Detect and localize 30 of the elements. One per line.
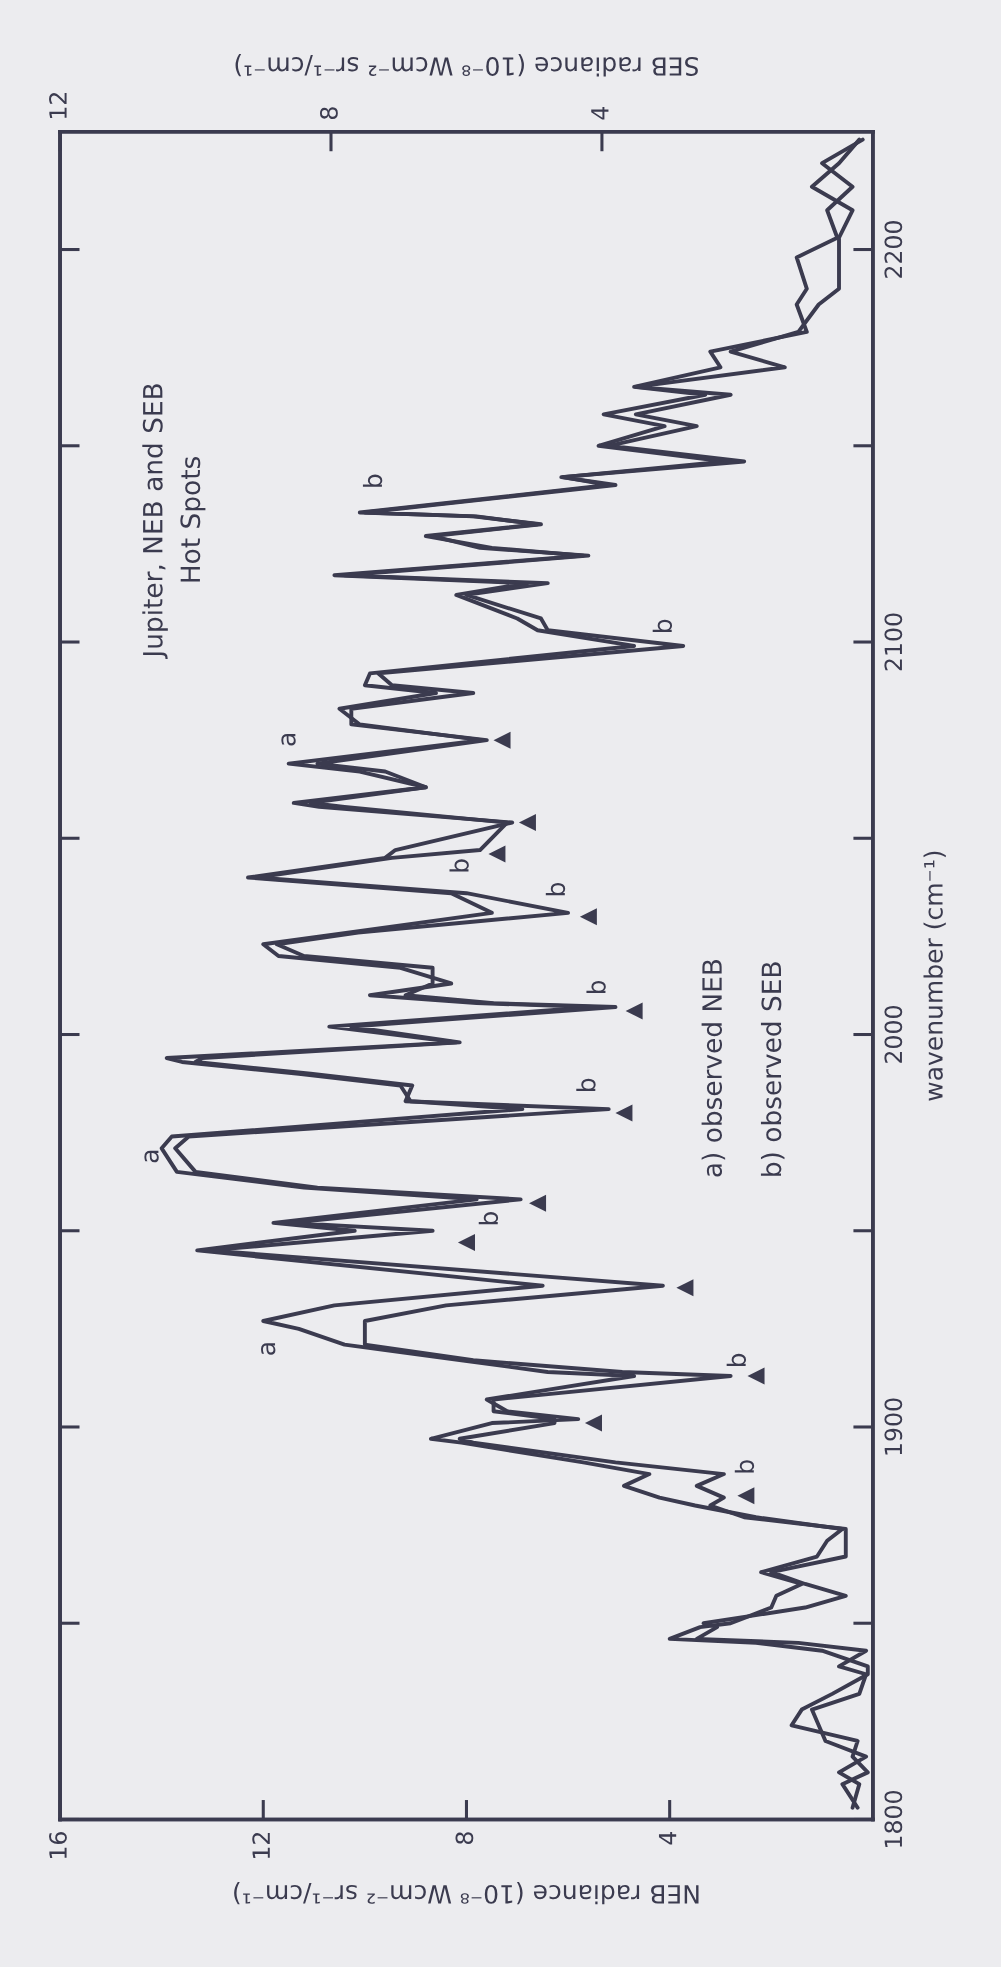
x2-axis-title: SEB radiance (10⁻⁸ Wcm⁻² sr⁻¹/cm⁻¹) [235, 54, 698, 77]
x2-tick-label: 4 [591, 106, 609, 120]
x2-tick-label: 12 [49, 93, 67, 119]
annotation: b) observed SEB [760, 962, 785, 1176]
annotation: a [281, 733, 296, 746]
y-tick-label: 2100 [884, 613, 903, 671]
y-tick-label: 1900 [884, 1398, 903, 1455]
y-tick-label: 1800 [884, 1791, 903, 1847]
x2-tick-label: 8 [319, 107, 338, 120]
annotation: b [734, 1460, 755, 1473]
y-tick-label: 2000 [884, 1006, 903, 1063]
annotation: b [545, 882, 566, 896]
y-tick-label: 2200 [884, 221, 903, 278]
x-tick-label: 8 [455, 1832, 474, 1845]
annotation: a [144, 1150, 159, 1163]
text: Jupiter, NEB and SEB Hot Spots [142, 384, 206, 659]
annotation: b [726, 1353, 747, 1367]
x-axis-title: NEB radiance (10⁻⁸ Wcm⁻² sr⁻¹/cm⁻¹) [234, 1881, 699, 1905]
annotation: b [652, 619, 673, 632]
annotation: b [362, 474, 383, 487]
annotation: b [449, 859, 469, 872]
x-tick-label: 16 [49, 1832, 67, 1859]
annotation: b [586, 980, 606, 994]
x-tick-label: 12 [252, 1832, 270, 1859]
annotation: a [261, 1343, 276, 1355]
x-tick-label: 4 [658, 1831, 677, 1845]
annotation: a) observed NEB [701, 959, 726, 1177]
annotation: b [478, 1212, 499, 1225]
annotation: b [576, 1078, 596, 1091]
y-axis-title: wavenumber (cm⁻¹) [923, 851, 946, 1101]
